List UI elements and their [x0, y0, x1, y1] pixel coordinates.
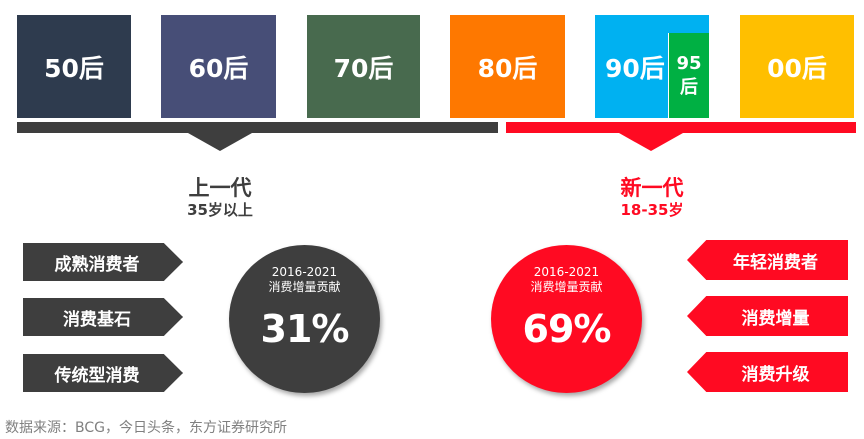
- old-gen-age: 35岁以上: [187, 201, 253, 219]
- new-gen-title: 新一代: [620, 176, 684, 200]
- generation-label: 60后: [188, 53, 249, 83]
- circle-value: 69%: [522, 307, 612, 351]
- generation-box-50s: 50后: [17, 15, 131, 118]
- old-gen-tag: 成熟消费者: [23, 243, 183, 281]
- generation-label: 50后: [44, 53, 104, 83]
- generation-box-70s: 70后: [307, 15, 420, 118]
- old-gen-contribution-circle: 2016-2021 消费增量贡献 31%: [229, 245, 380, 393]
- generation-box-80s: 80后: [450, 15, 565, 118]
- new-gen-contribution-circle: 2016-2021 消费增量贡献 69%: [491, 245, 642, 393]
- circle-value: 31%: [260, 307, 350, 351]
- old-gen-tag: 消费基石: [23, 298, 183, 336]
- tag-label: 消费增量: [741, 308, 810, 329]
- tag-label: 传统型消费: [54, 365, 140, 386]
- circle-period: 2016-2021: [271, 265, 338, 279]
- circle-label: 消费增量贡献: [530, 280, 603, 294]
- generation-label: 80后: [477, 53, 538, 83]
- new-gen-bracket: [506, 122, 856, 133]
- generation-label: 00后: [767, 53, 827, 83]
- circle-label: 消费增量贡献: [268, 280, 341, 294]
- new-gen-tag: 消费增量: [687, 296, 848, 336]
- tag-label: 消费基石: [63, 309, 131, 330]
- generation-box-00s: 00后: [740, 15, 854, 118]
- generation-box-95s: 95 后: [668, 33, 709, 118]
- new-gen-tag: 年轻消费者: [687, 240, 848, 280]
- new-gen-age: 18-35岁: [620, 201, 684, 219]
- tag-label: 成熟消费者: [54, 254, 140, 275]
- new-gen-pointer: [619, 133, 683, 151]
- generation-label: 后: [680, 76, 698, 98]
- generation-box-60s: 60后: [161, 15, 276, 118]
- circle-period: 2016-2021: [533, 265, 600, 279]
- source-note: 数据来源：BCG，今日头条，东方证券研究所: [5, 420, 287, 436]
- old-gen-bracket: [17, 122, 498, 133]
- old-gen-title: 上一代: [188, 176, 252, 200]
- generation-label: 90后: [605, 53, 665, 83]
- new-gen-tag: 消费升级: [687, 352, 848, 392]
- tag-label: 年轻消费者: [733, 252, 818, 273]
- old-gen-tag: 传统型消费: [23, 354, 183, 392]
- old-gen-pointer: [188, 133, 252, 151]
- tag-label: 消费升级: [741, 364, 810, 385]
- generation-label: 95: [676, 52, 702, 74]
- generation-label: 70后: [333, 53, 394, 83]
